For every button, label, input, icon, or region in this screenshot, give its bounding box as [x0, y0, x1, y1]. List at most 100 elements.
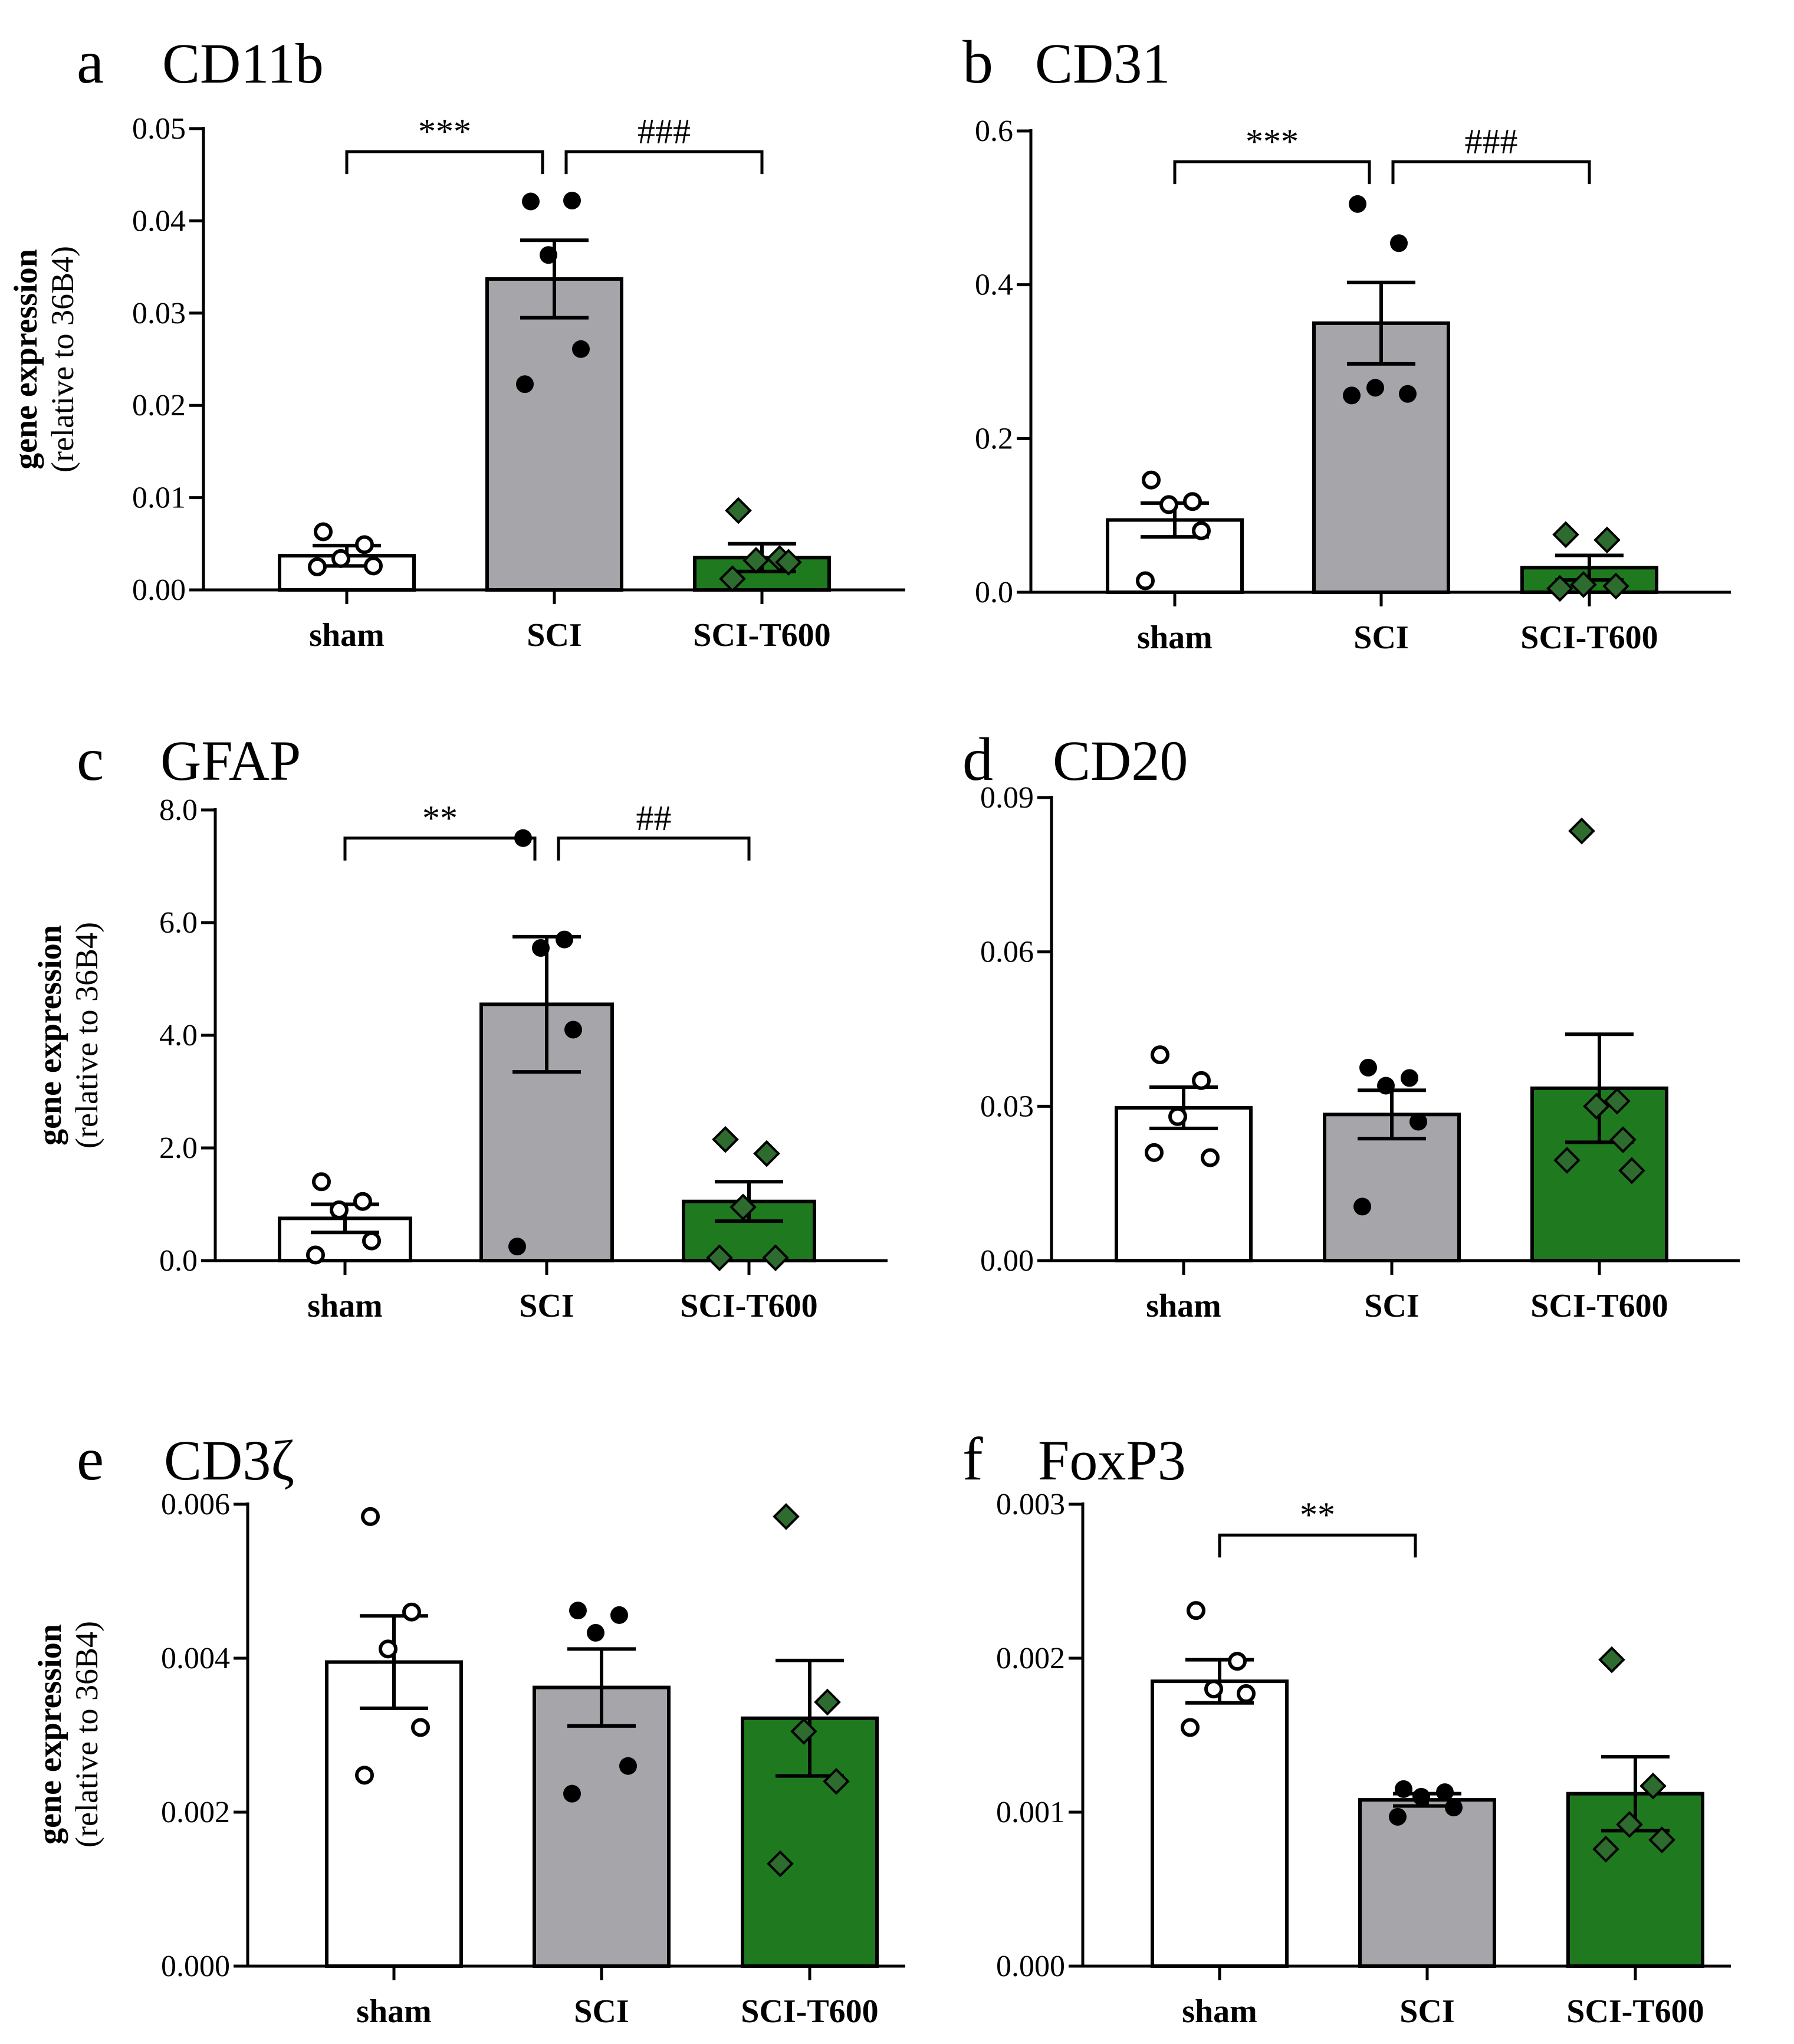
- point-SCI-T600: [1616, 1811, 1643, 1838]
- x-tick-label: SCI-T600: [1566, 1993, 1704, 2030]
- y-tick-label: 0.001: [996, 1796, 1065, 1829]
- x-tick-label: sham: [1137, 619, 1213, 656]
- y-tick-label: 0.004: [161, 1642, 230, 1675]
- x-tick-label: SCI-T600: [1530, 1288, 1668, 1324]
- x-tick-label: sham: [307, 1288, 383, 1324]
- bar-sham: [325, 1660, 463, 1968]
- panel-b: b CD31 0.0 0.2 0.4 0.6 sham SCI SCI-T600 *** ###: [962, 28, 1731, 656]
- y-tick-label: 2.0: [159, 1131, 198, 1165]
- point-sham: [379, 1639, 397, 1659]
- x-tick-label: SCI: [527, 617, 581, 654]
- point-SCI: [1353, 1197, 1371, 1216]
- bar-SCI: [533, 1685, 671, 1968]
- point-SCI-T600: [1583, 1092, 1610, 1120]
- point-SCI: [572, 340, 590, 358]
- y-axis-sublabel: (relative to 36B4): [69, 922, 104, 1149]
- x-tick-label: SCI-T600: [1520, 619, 1658, 656]
- point-sham: [355, 535, 374, 555]
- point-SCI-T600: [730, 1193, 757, 1221]
- point-sham: [355, 1766, 374, 1785]
- panel-title: CD3ζ: [164, 1429, 294, 1492]
- x-tick-label: SCI-T600: [680, 1288, 817, 1324]
- point-SCI: [1349, 195, 1366, 213]
- panel-d: d CD20 0.00 0.03 0.06 0.09 sham SCI SCI-T600: [962, 726, 1740, 1324]
- significance-label: ***: [418, 112, 471, 151]
- point-SCI-T600: [719, 565, 746, 593]
- y-axis-label: gene expression: [8, 249, 44, 470]
- y-axis-sublabel: (relative to 36B4): [69, 1621, 104, 1848]
- point-SCI: [610, 1606, 628, 1624]
- point-SCI-T600: [762, 1244, 789, 1272]
- point-sham: [353, 1192, 372, 1211]
- significance-label: ###: [638, 112, 691, 151]
- point-SCI: [564, 1021, 582, 1039]
- x-tick-label: SCI: [1364, 1288, 1419, 1324]
- y-tick-label: 0.00: [132, 573, 186, 607]
- bar-sham: [1151, 1679, 1289, 1968]
- point-SCI: [1399, 385, 1417, 403]
- point-SCI: [1445, 1799, 1463, 1817]
- point-SCI-T600: [1598, 1646, 1625, 1674]
- point-SCI-T600: [1593, 526, 1621, 554]
- x-tick-label: SCI: [1353, 619, 1408, 656]
- y-tick-label: 0.03: [132, 297, 186, 330]
- point-sham: [331, 549, 350, 568]
- panel-letter: f: [962, 1425, 983, 1493]
- point-sham: [312, 1172, 331, 1192]
- point-SCI: [556, 930, 573, 949]
- x-tick-label: SCI: [1399, 1993, 1454, 2030]
- y-axis-label: gene expression: [32, 1624, 68, 1845]
- point-SCI: [563, 191, 581, 209]
- point-sham: [1159, 495, 1178, 514]
- point-sham: [1145, 1143, 1164, 1162]
- point-SCI: [1366, 379, 1384, 397]
- point-SCI: [1343, 386, 1361, 405]
- panel-title: CD20: [1053, 729, 1188, 792]
- point-SCI: [563, 1784, 581, 1803]
- point-SCI-T600: [1553, 1147, 1581, 1174]
- panel-e: e CD3ζ gene expression (relative to 36B4) 0.…: [32, 1425, 905, 2030]
- significance-bracket: [345, 150, 544, 175]
- point-sham: [1168, 1107, 1187, 1126]
- point-sham: [308, 557, 327, 576]
- panel-letter: d: [962, 726, 993, 793]
- point-SCI: [522, 192, 540, 211]
- point-SCI-T600: [823, 1767, 850, 1795]
- bar-SCI: [1312, 321, 1450, 594]
- x-tick-label: SCI-T600: [741, 1993, 878, 2030]
- y-tick-label: 8.0: [159, 793, 198, 827]
- point-SCI-T600: [712, 1126, 739, 1153]
- point-SCI-T600: [1570, 571, 1597, 598]
- point-sham: [1183, 492, 1202, 511]
- y-tick-label: 0.000: [161, 1950, 230, 1983]
- point-SCI: [1436, 1783, 1454, 1802]
- y-tick-label: 0.0: [159, 1244, 198, 1278]
- y-tick-label: 0.002: [996, 1642, 1065, 1675]
- point-sham: [361, 1507, 380, 1526]
- significance-bracket: [1391, 160, 1591, 185]
- significance-label: ***: [1246, 122, 1299, 161]
- point-sham: [1181, 1718, 1200, 1737]
- x-tick-label: sham: [1182, 1993, 1257, 2030]
- point-SCI: [516, 375, 534, 393]
- significance-bracket: [557, 836, 751, 861]
- point-SCI: [1401, 1069, 1418, 1087]
- point-SCI: [569, 1602, 587, 1620]
- point-SCI: [587, 1623, 604, 1642]
- point-sham: [1237, 1684, 1256, 1704]
- panel-letter: a: [77, 28, 104, 96]
- point-SCI-T600: [706, 1244, 733, 1272]
- point-SCI-T600: [1552, 521, 1579, 549]
- point-sham: [1228, 1652, 1247, 1671]
- y-tick-label: 0.05: [132, 112, 186, 146]
- bar-SCI: [485, 277, 623, 592]
- y-tick-label: 0.03: [980, 1090, 1034, 1123]
- y-tick-label: 0.002: [161, 1796, 230, 1829]
- point-SCI: [1412, 1787, 1430, 1806]
- point-SCI-T600: [1648, 1826, 1675, 1853]
- y-axis-sublabel: (relative to 36B4): [45, 246, 80, 473]
- point-SCI-T600: [1592, 1835, 1619, 1863]
- point-SCI-T600: [753, 1140, 780, 1167]
- y-tick-label: 0.01: [132, 481, 186, 515]
- point-sham: [330, 1200, 349, 1220]
